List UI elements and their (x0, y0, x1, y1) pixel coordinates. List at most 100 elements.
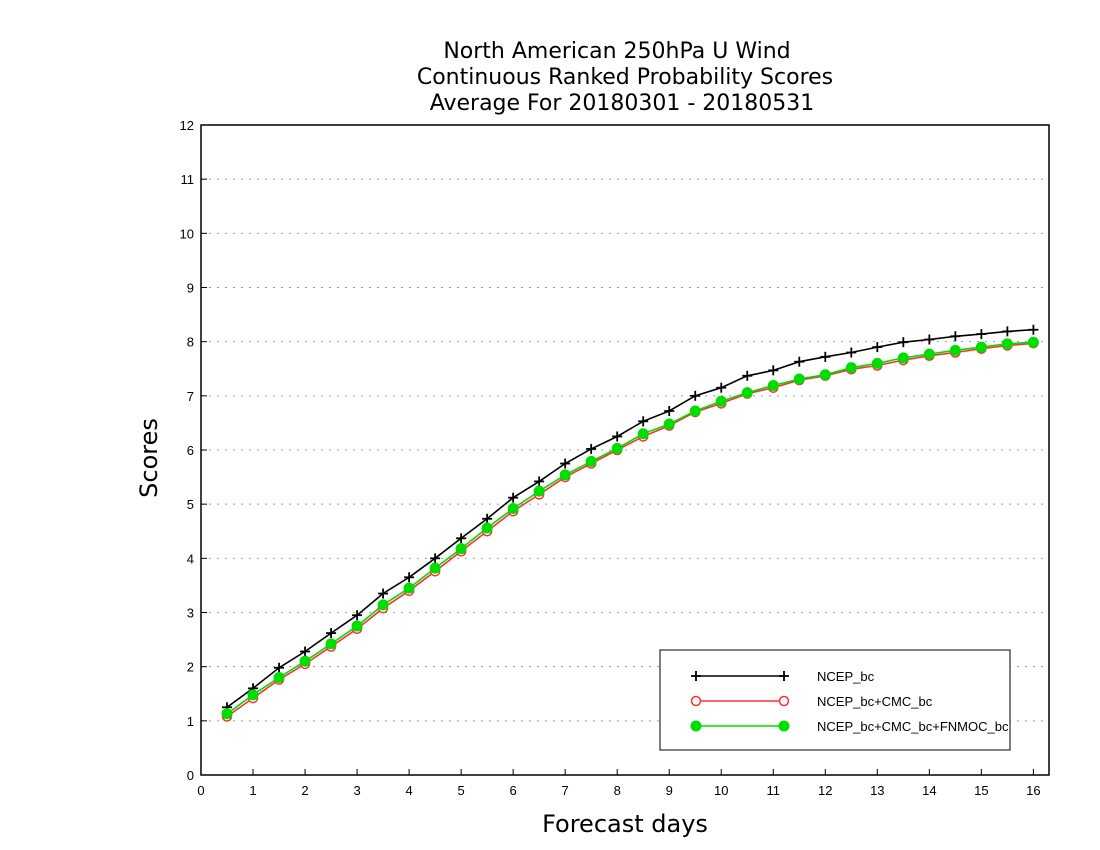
data-point-plus (352, 610, 363, 621)
data-point-filled-circle (778, 720, 790, 732)
x-tick-label: 1 (249, 783, 256, 798)
legend-box (659, 649, 1011, 751)
x-tick-label: 4 (405, 783, 412, 798)
data-point-plus (976, 329, 987, 340)
data-point-plus (1028, 324, 1039, 335)
series-ncep-bc-cmc-bc-fnmoc-bc (221, 336, 1039, 720)
data-point-plus (768, 365, 779, 376)
data-point-filled-circle (221, 708, 233, 720)
data-point-plus (482, 513, 493, 524)
data-point-filled-circle (273, 672, 285, 683)
chart-title-line-1: North American 250hPa U Wind (443, 39, 790, 64)
data-point-filled-circle (923, 348, 935, 360)
data-point-plus (612, 431, 623, 442)
y-tick-label: 3 (187, 606, 194, 621)
data-point-plus (508, 492, 519, 503)
x-tick-label: 7 (562, 783, 569, 798)
series-layer (221, 324, 1039, 722)
data-point-plus (1002, 326, 1013, 337)
data-point-filled-circle (481, 522, 493, 534)
data-point-filled-circle (611, 442, 623, 454)
x-tick-label: 8 (614, 783, 621, 798)
data-point-filled-circle (690, 720, 702, 732)
y-tick-label: 11 (181, 172, 195, 187)
y-tick-label: 4 (187, 551, 194, 566)
x-tick-label: 3 (353, 783, 360, 798)
y-tick-label: 8 (187, 335, 194, 350)
chart-title-line-3: Average For 20180301 - 20180531 (430, 91, 815, 116)
x-tick-label: 13 (870, 783, 884, 798)
data-point-plus (638, 416, 649, 427)
data-point-filled-circle (975, 341, 987, 353)
data-point-plus (326, 628, 337, 639)
y-tick-label: 2 (187, 660, 194, 675)
data-point-filled-circle (663, 418, 675, 430)
x-tick-label: 10 (714, 783, 728, 798)
data-point-filled-circle (377, 599, 389, 611)
data-point-plus (404, 572, 415, 583)
x-tick-label: 15 (974, 783, 988, 798)
x-tick-label: 16 (1026, 783, 1040, 798)
data-point-plus (794, 356, 805, 367)
y-tick-label: 9 (187, 281, 194, 296)
data-point-filled-circle (845, 362, 857, 374)
data-point-filled-circle (247, 689, 259, 701)
y-tick-label: 5 (187, 497, 194, 512)
x-tick-label: 14 (922, 783, 936, 798)
legend-label: NCEP_bc+CMC_bc (817, 694, 933, 709)
data-point-plus (820, 351, 831, 362)
legend-item: NCEP_bc+CMC_bc (690, 694, 933, 709)
data-point-filled-circle (533, 485, 545, 497)
data-point-plus (560, 458, 571, 469)
x-tick-label: 11 (767, 783, 781, 798)
data-point-plus (779, 671, 789, 681)
x-tick-label: 12 (818, 783, 832, 798)
data-point-plus (691, 671, 701, 681)
x-tick-label: 2 (301, 783, 308, 798)
data-point-filled-circle (507, 503, 519, 514)
data-point-filled-circle (559, 469, 571, 481)
legend-label: NCEP_bc (817, 669, 875, 684)
data-point-plus (872, 342, 883, 353)
x-tick-label: 9 (666, 783, 673, 798)
data-point-plus (742, 370, 753, 381)
data-point-filled-circle (793, 373, 805, 385)
data-point-filled-circle (949, 344, 961, 356)
data-point-plus (430, 553, 441, 564)
legend-item: NCEP_bc+CMC_bc+FNMOC_bc (690, 719, 1009, 734)
data-point-filled-circle (715, 395, 727, 407)
data-point-plus (300, 646, 311, 657)
legend-item: NCEP_bc (691, 669, 875, 684)
data-point-filled-circle (819, 369, 831, 381)
series-ncep-bc (222, 324, 1039, 713)
data-point-filled-circle (429, 562, 441, 574)
data-point-plus (898, 337, 909, 348)
legend: NCEP_bc NCEP_bc+CMC_bc NCEP_bc+CMC_bc+FNMO… (659, 649, 1011, 751)
y-axis-label: Scores (135, 418, 163, 498)
x-axis-label: Forecast days (542, 810, 708, 838)
data-point-plus (690, 390, 701, 401)
data-point-filled-circle (403, 582, 415, 594)
gridlines (201, 178, 1049, 722)
data-point-plus (846, 347, 857, 358)
data-point-filled-circle (767, 380, 779, 392)
data-point-filled-circle (455, 543, 467, 555)
data-point-filled-circle (325, 638, 337, 650)
data-point-filled-circle (689, 405, 701, 417)
x-tick-label: 0 (197, 783, 204, 798)
data-point-plus (950, 331, 961, 342)
data-point-plus (456, 533, 467, 544)
data-point-plus (274, 662, 285, 673)
x-tick-label: 5 (458, 783, 465, 798)
chart-title-line-2: Continuous Ranked Probability Scores (417, 65, 833, 90)
data-point-plus (378, 588, 389, 599)
data-point-plus (716, 382, 727, 393)
chart-title: North American 250hPa U Wind Continuous … (417, 39, 833, 116)
data-point-filled-circle (585, 455, 597, 467)
data-point-plus (924, 334, 935, 345)
data-point-filled-circle (871, 357, 883, 369)
y-tick-label: 6 (187, 443, 194, 458)
data-point-plus (534, 476, 545, 487)
x-tick-label: 6 (510, 783, 517, 798)
